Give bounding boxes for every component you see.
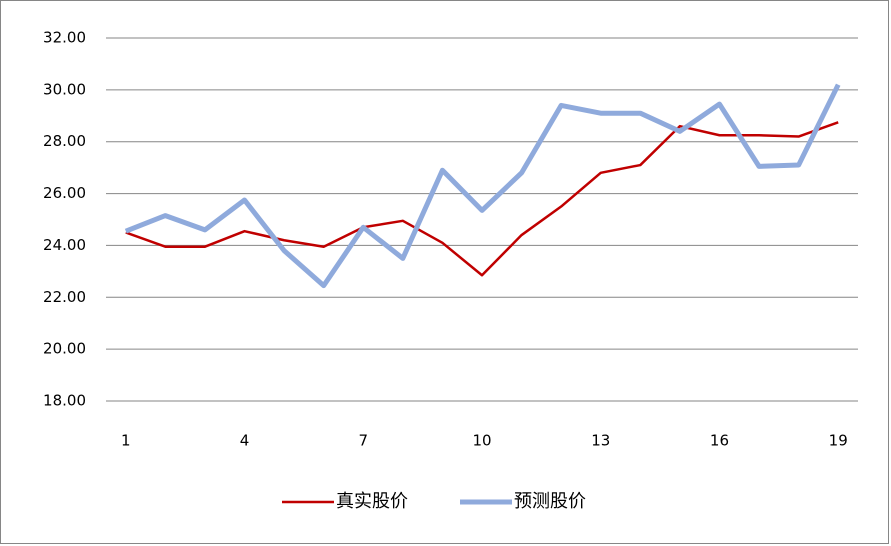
series-line [125, 121, 839, 277]
series-line [124, 83, 841, 289]
legend-label: 预测股价 [514, 491, 586, 512]
x-tick-label: 4 [240, 432, 250, 450]
y-tick-label: 24.00 [43, 236, 86, 254]
y-tick-label: 30.00 [43, 80, 86, 98]
y-tick-label: 20.00 [43, 340, 86, 358]
x-tick-label: 7 [358, 432, 368, 450]
x-tick-label: 1 [121, 432, 131, 450]
y-tick-label: 32.00 [43, 29, 86, 47]
x-tick-label: 19 [829, 432, 848, 450]
y-tick-label: 26.00 [43, 184, 86, 202]
legend-label: 真实股价 [336, 491, 408, 512]
y-tick-label: 22.00 [43, 288, 86, 306]
x-tick-label: 16 [710, 432, 729, 450]
x-tick-label: 13 [591, 432, 610, 450]
y-tick-label: 28.00 [43, 132, 86, 150]
y-tick-label: 18.00 [43, 392, 86, 410]
x-tick-label: 10 [472, 432, 491, 450]
